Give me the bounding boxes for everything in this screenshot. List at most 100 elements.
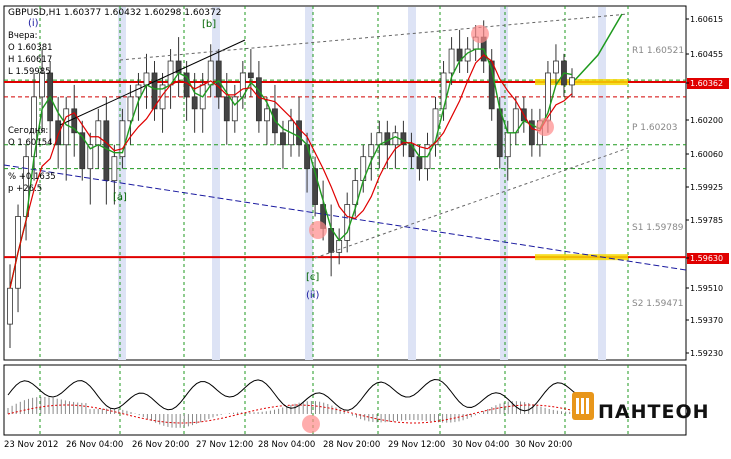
x-tick-label: 27 Nov 12:00 — [196, 440, 253, 450]
y-tick-label: 1.60455 — [690, 50, 723, 59]
candle-body — [159, 84, 166, 110]
y-tick-label: 1.60362 — [690, 79, 723, 88]
candle-body — [215, 60, 222, 98]
header-text: GBPUSD,H1 1.60377 1.60432 1.60298 1.6037… — [8, 8, 221, 18]
candle-body — [392, 132, 399, 146]
candle-body — [553, 60, 559, 74]
candle-body — [432, 108, 439, 146]
ma-red — [9, 54, 573, 289]
x-tick-label: 26 Nov 20:00 — [132, 440, 189, 450]
candle-body — [569, 77, 575, 86]
x-tick-label: 23 Nov 2012 — [4, 440, 58, 450]
trendline-black — [59, 39, 246, 126]
y-tick-label: 1.59785 — [690, 216, 723, 225]
y-tick-label: 1.59510 — [690, 284, 723, 293]
candle-body — [111, 156, 118, 182]
y-tick-label: 1.59370 — [690, 316, 723, 325]
candle-body — [312, 168, 318, 205]
channel-top — [119, 13, 629, 61]
current-price-tag — [687, 78, 729, 89]
highlight-circle — [536, 118, 554, 136]
candle-body — [191, 96, 198, 110]
today-open: O 1.60154 — [8, 138, 53, 148]
yesterday-low: L 1.59985 — [8, 67, 51, 77]
candle-body — [151, 72, 158, 110]
today-label: Сегодня: — [8, 126, 48, 136]
macd-highlight-circle — [302, 415, 320, 433]
y-tick-label: 1.59230 — [690, 349, 723, 358]
highlight-circle — [471, 25, 489, 43]
candle-body — [264, 108, 270, 122]
session-band — [500, 7, 508, 360]
session-band — [305, 7, 313, 360]
candle-body — [55, 120, 62, 146]
projection-arrow — [574, 13, 623, 81]
y-tick-label: 1.60200 — [690, 116, 723, 125]
level-price-tag — [687, 253, 729, 264]
candle-body — [376, 132, 383, 146]
svg-text:ПАНТЕОН: ПАНТЕОН — [598, 401, 710, 423]
wave-label-c: [c] — [306, 272, 319, 283]
x-tick-label: 30 Nov 20:00 — [515, 440, 572, 450]
candle-body — [135, 84, 142, 98]
candle-body — [7, 287, 13, 325]
candle-body — [231, 96, 238, 122]
trendline-blue — [3, 164, 687, 271]
x-tick-label: 29 Nov 12:00 — [388, 440, 445, 450]
x-tick-label: 26 Nov 04:00 — [66, 440, 123, 450]
today-pips: p +26.5 — [8, 184, 42, 194]
pivot-p-label: P 1.60203 — [632, 123, 678, 133]
pivot-s1-label: S1 1.59789 — [632, 223, 684, 233]
candle-body — [39, 72, 46, 98]
main-panel — [3, 5, 687, 361]
candle-body — [87, 144, 94, 170]
candle-body — [368, 144, 375, 158]
y-tick-label: 1.59630 — [690, 254, 723, 263]
candle-body — [247, 72, 254, 79]
candle-body — [103, 120, 110, 182]
candle-body — [280, 132, 286, 146]
session-band — [212, 7, 220, 360]
target-zone-top — [535, 79, 628, 86]
candle-body — [384, 132, 391, 146]
candle-body — [71, 108, 78, 134]
today-pct: % +0.1635 — [8, 172, 56, 182]
candle-body — [143, 72, 150, 86]
pivot-r1-label: R1 1.60521 — [632, 46, 684, 56]
candle-body — [296, 120, 302, 146]
yesterday-open: O 1.60381 — [8, 43, 53, 53]
channel-bottom — [314, 147, 629, 259]
wave-label-b: [b] — [202, 19, 216, 30]
ma-green — [9, 48, 573, 289]
candle-body — [352, 180, 359, 205]
y-tick-label: 1.59925 — [690, 183, 723, 192]
candle-body — [223, 96, 230, 122]
candle-body — [416, 156, 423, 170]
x-tick-label: 28 Nov 04:00 — [258, 440, 315, 450]
y-tick-label: 1.60060 — [690, 150, 723, 159]
candle-body — [79, 132, 86, 170]
candle-body — [344, 204, 351, 241]
wave-label-i: (i) — [28, 18, 39, 29]
candle-body — [255, 77, 262, 122]
candle-body — [127, 96, 134, 122]
macd-signal — [7, 404, 579, 424]
candle-body — [95, 120, 102, 146]
yesterday-high: H 1.60617 — [8, 55, 52, 65]
wave-label-a: [a] — [113, 192, 127, 203]
yesterday-label: Вчера: — [8, 31, 38, 41]
pivot-s2-label: S2 1.59471 — [632, 299, 684, 309]
target-zone-bottom — [535, 254, 628, 261]
session-band — [408, 7, 416, 360]
wave-label-ii: (ii) — [306, 290, 319, 301]
candle-body — [336, 240, 343, 253]
candle-body — [528, 120, 535, 146]
rsi-line — [7, 379, 579, 412]
candle-body — [119, 120, 126, 158]
panteon-logo: ПАНТЕОН — [572, 392, 710, 423]
y-tick-label: 1.60615 — [690, 15, 723, 24]
x-tick-label: 28 Nov 20:00 — [323, 440, 380, 450]
session-band — [598, 7, 606, 360]
